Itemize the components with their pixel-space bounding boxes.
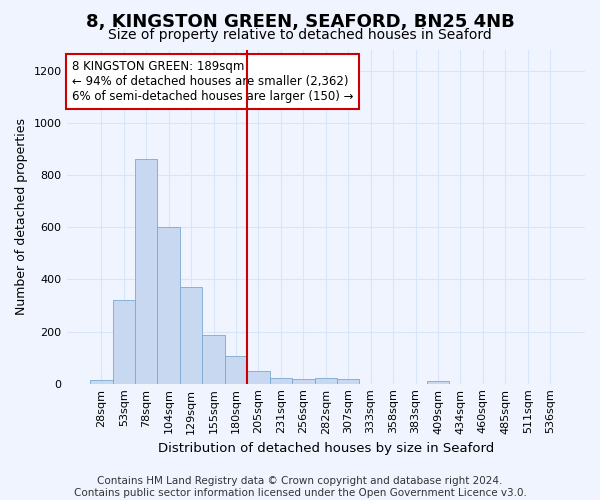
Bar <box>202 336 225 384</box>
Text: Contains HM Land Registry data © Crown copyright and database right 2024.
Contai: Contains HM Land Registry data © Crown c… <box>74 476 526 498</box>
Bar <box>180 287 202 384</box>
Bar <box>157 228 180 384</box>
Bar <box>247 372 269 384</box>
Bar <box>292 379 314 384</box>
Text: 8 KINGSTON GREEN: 189sqm
← 94% of detached houses are smaller (2,362)
6% of semi: 8 KINGSTON GREEN: 189sqm ← 94% of detach… <box>72 60 353 103</box>
Text: Size of property relative to detached houses in Seaford: Size of property relative to detached ho… <box>108 28 492 42</box>
Bar <box>337 379 359 384</box>
Bar <box>113 300 135 384</box>
Bar <box>225 356 247 384</box>
Bar <box>427 380 449 384</box>
Bar <box>269 378 292 384</box>
Text: 8, KINGSTON GREEN, SEAFORD, BN25 4NB: 8, KINGSTON GREEN, SEAFORD, BN25 4NB <box>86 12 514 30</box>
Bar <box>135 160 157 384</box>
Bar <box>90 380 113 384</box>
Y-axis label: Number of detached properties: Number of detached properties <box>15 118 28 316</box>
Bar <box>314 378 337 384</box>
X-axis label: Distribution of detached houses by size in Seaford: Distribution of detached houses by size … <box>158 442 494 455</box>
